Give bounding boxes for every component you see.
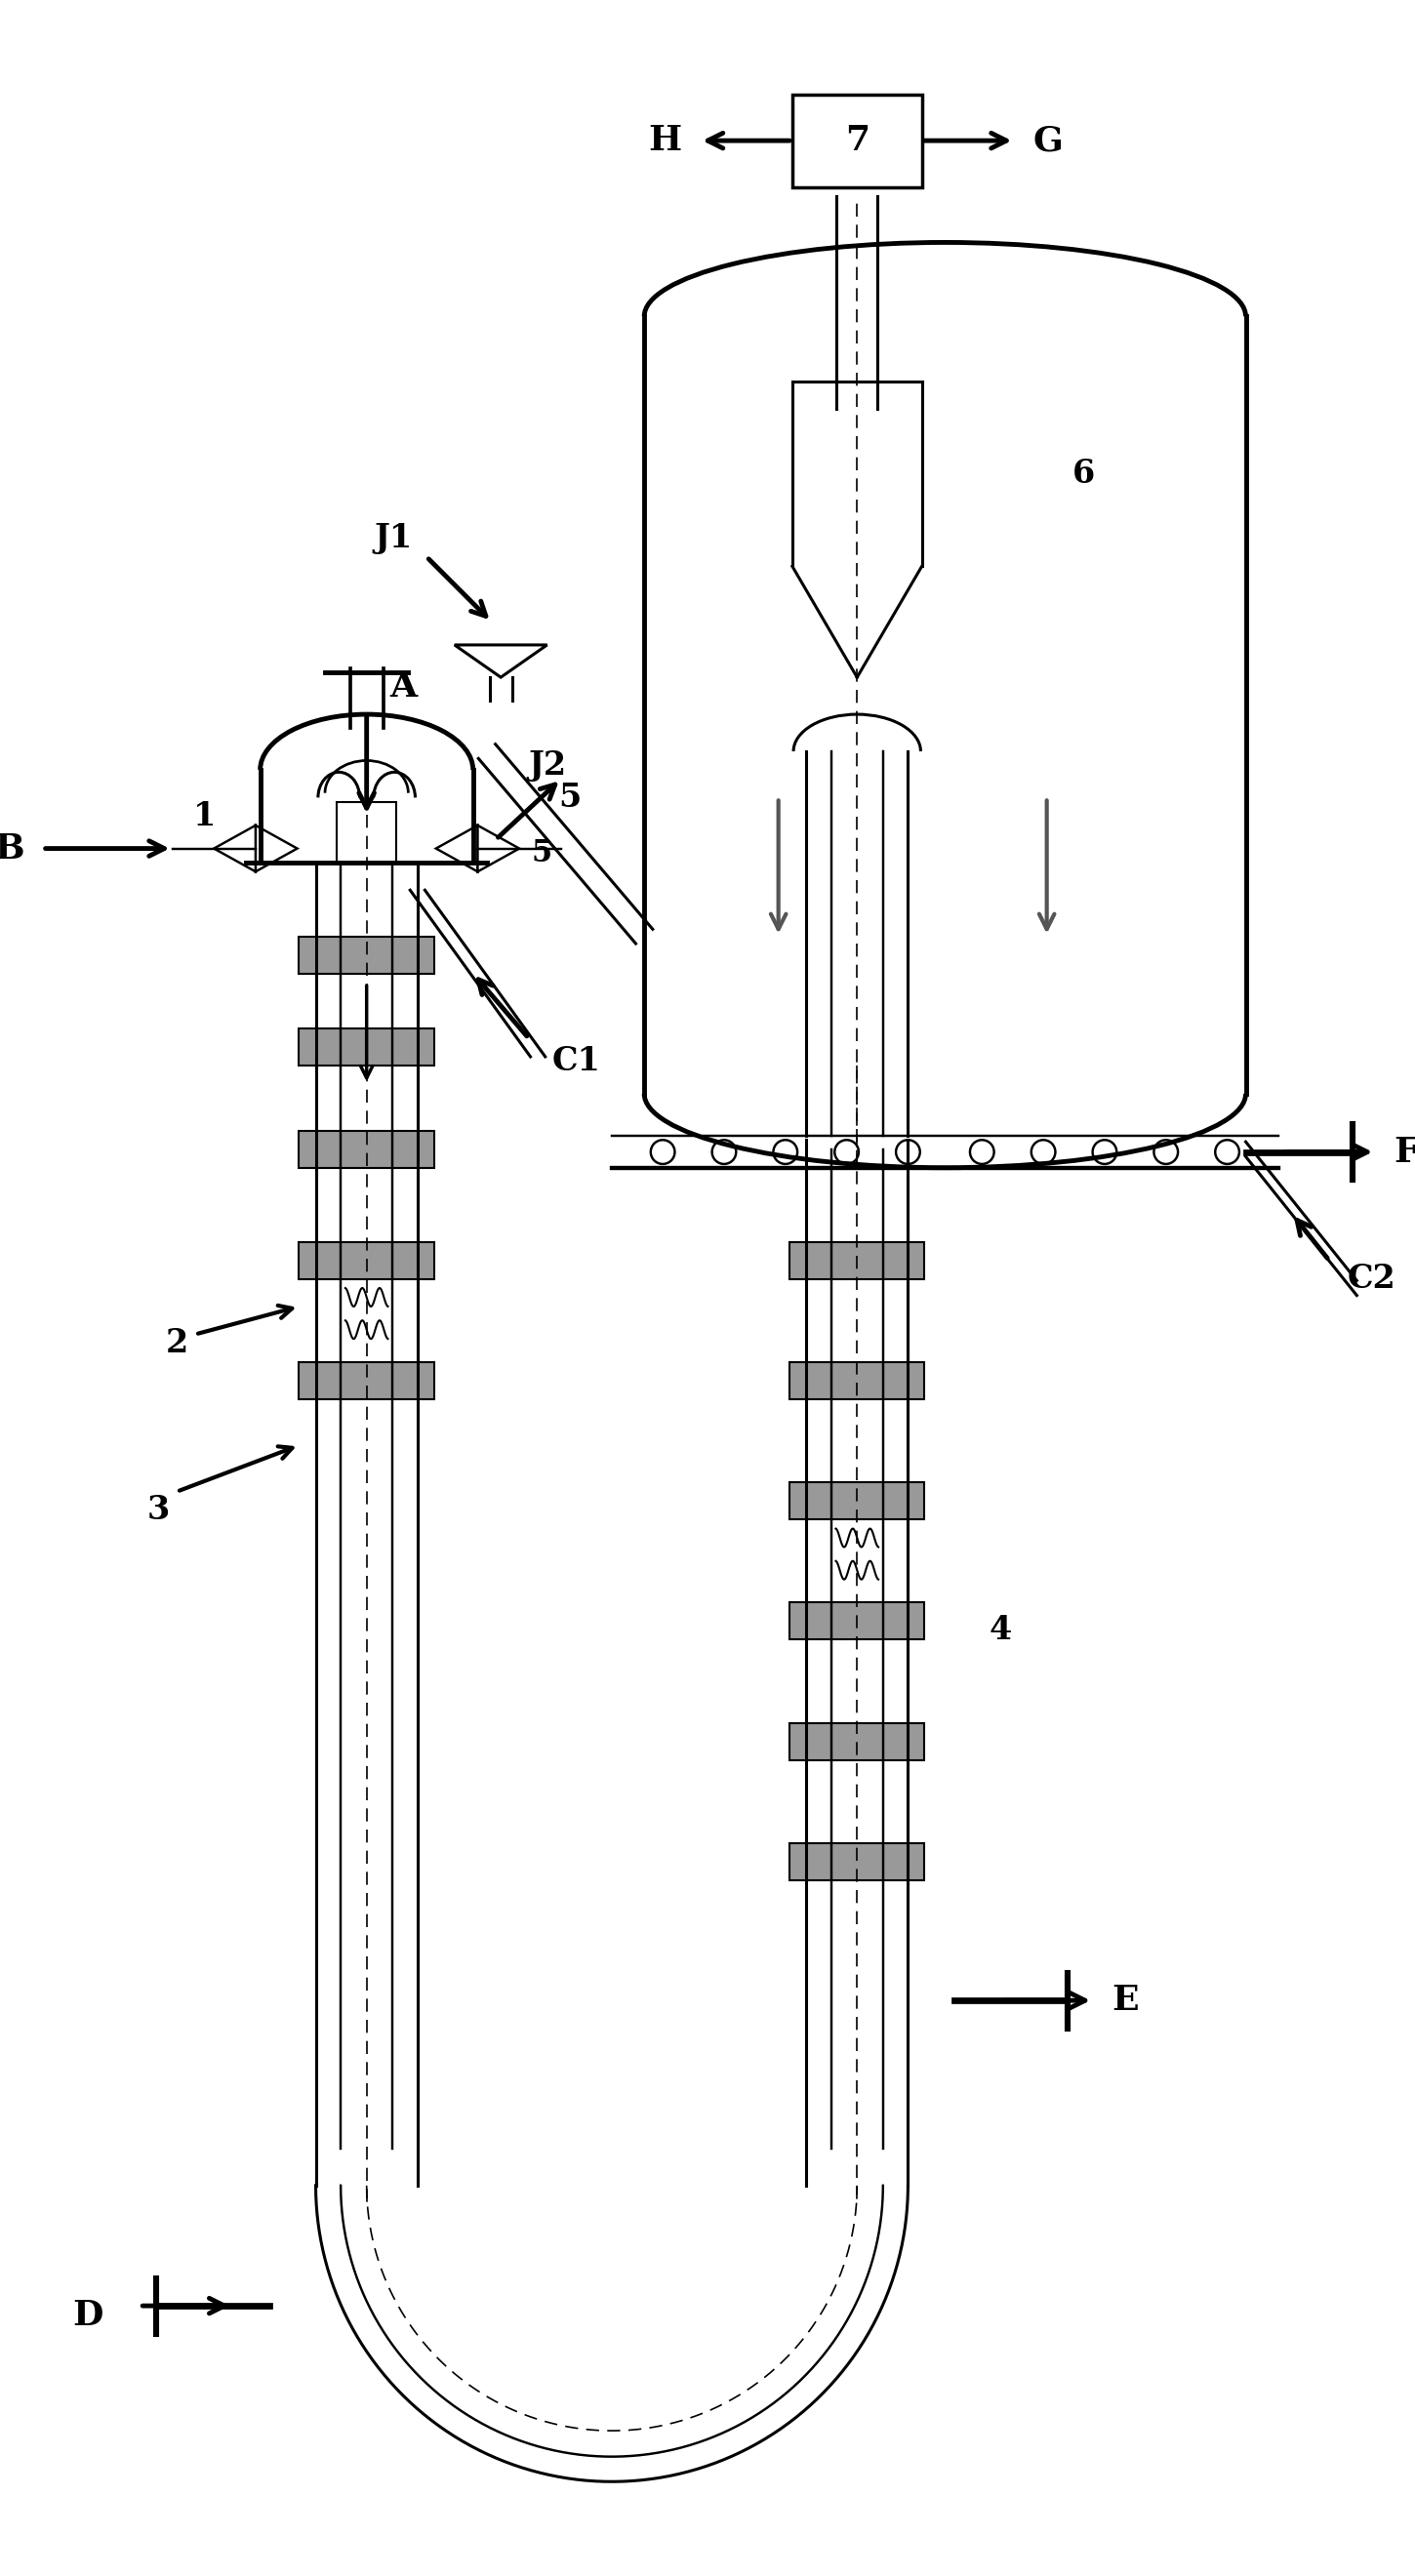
Bar bbox=[299, 1363, 434, 1399]
Bar bbox=[790, 1602, 924, 1638]
Text: 3: 3 bbox=[147, 1494, 170, 1525]
Polygon shape bbox=[214, 824, 256, 871]
Text: 5: 5 bbox=[532, 837, 552, 868]
Text: 7: 7 bbox=[845, 124, 869, 157]
Bar bbox=[792, 95, 921, 188]
Text: 6: 6 bbox=[1073, 459, 1095, 489]
Text: J1: J1 bbox=[375, 523, 413, 554]
Text: C1: C1 bbox=[552, 1046, 600, 1077]
Text: H: H bbox=[648, 124, 681, 157]
Polygon shape bbox=[478, 824, 519, 871]
Text: 2: 2 bbox=[166, 1327, 188, 1360]
Bar bbox=[299, 1242, 434, 1278]
Text: C2: C2 bbox=[1347, 1262, 1397, 1296]
Polygon shape bbox=[436, 824, 478, 871]
Text: E: E bbox=[1112, 1984, 1139, 2017]
Bar bbox=[299, 938, 434, 974]
Bar bbox=[299, 1028, 434, 1066]
Text: 4: 4 bbox=[989, 1615, 1012, 1646]
Bar bbox=[790, 1242, 924, 1278]
Text: G: G bbox=[1033, 124, 1063, 157]
Bar bbox=[790, 1363, 924, 1399]
Text: F: F bbox=[1394, 1136, 1415, 1170]
Text: D: D bbox=[72, 2298, 103, 2331]
Bar bbox=[790, 1844, 924, 1880]
Text: B: B bbox=[0, 832, 24, 866]
Bar bbox=[790, 1723, 924, 1759]
Text: A: A bbox=[389, 670, 417, 703]
Text: 5: 5 bbox=[559, 781, 582, 814]
Bar bbox=[337, 801, 396, 863]
Bar bbox=[299, 1131, 434, 1167]
Polygon shape bbox=[454, 644, 548, 677]
Polygon shape bbox=[256, 824, 297, 871]
Text: 1: 1 bbox=[194, 801, 216, 832]
Bar bbox=[790, 1481, 924, 1520]
Text: J2: J2 bbox=[529, 750, 567, 781]
